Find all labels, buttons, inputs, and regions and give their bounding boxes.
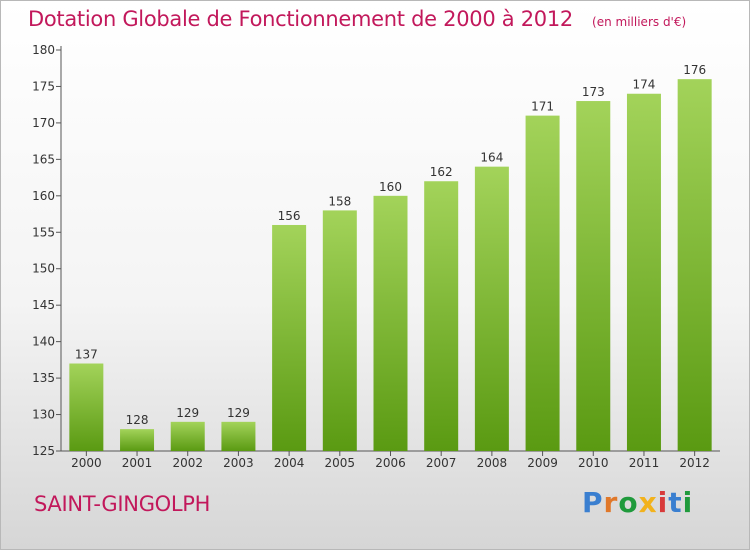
chart-title: Dotation Globale de Fonctionnement de 20… xyxy=(28,7,573,31)
y-tick-label: 165 xyxy=(32,152,55,166)
commune-name: SAINT-GINGOLPH xyxy=(34,492,211,516)
bar-2004 xyxy=(272,224,307,451)
value-label-2012: 176 xyxy=(683,63,706,77)
x-tick-label: 2010 xyxy=(578,456,609,470)
bar-2010 xyxy=(576,101,611,451)
x-tick-label: 2000 xyxy=(71,456,102,470)
value-label-2000: 137 xyxy=(75,348,98,362)
x-tick-label: 2009 xyxy=(527,456,558,470)
bar-2003 xyxy=(221,421,256,451)
x-tick-label: 2012 xyxy=(679,456,710,470)
y-tick-label: 145 xyxy=(32,298,55,312)
x-tick-label: 2001 xyxy=(122,456,153,470)
value-label-2008: 164 xyxy=(480,151,503,165)
y-tick-label: 160 xyxy=(32,189,55,203)
logo-letter: i xyxy=(682,486,694,519)
bar-2011 xyxy=(626,93,661,451)
y-tick-label: 175 xyxy=(32,79,55,93)
x-tick-label: 2006 xyxy=(375,456,406,470)
chart-subtitle: (en milliers d'€) xyxy=(592,15,687,29)
x-tick-label: 2003 xyxy=(223,456,254,470)
bar-2002 xyxy=(170,421,205,451)
logo-letter: i xyxy=(657,486,669,519)
logo-letter: o xyxy=(618,486,639,519)
logo-letter: P xyxy=(582,486,604,519)
x-tick-label: 2011 xyxy=(629,456,660,470)
y-tick-label: 130 xyxy=(32,408,55,422)
y-tick-label: 150 xyxy=(32,262,55,276)
title-row: Dotation Globale de Fonctionnement de 20… xyxy=(28,7,686,31)
value-label-2002: 129 xyxy=(176,406,199,420)
x-tick-label: 2004 xyxy=(274,456,305,470)
proxiti-logo: Proxiti xyxy=(582,486,693,519)
bar-2005 xyxy=(322,210,357,451)
value-label-2006: 160 xyxy=(379,180,402,194)
bar-2012 xyxy=(677,79,712,451)
bar-2009 xyxy=(525,115,560,452)
value-label-2009: 171 xyxy=(531,100,554,114)
x-tick-label: 2007 xyxy=(426,456,457,470)
x-tick-label: 2008 xyxy=(477,456,508,470)
logo-letter: t xyxy=(668,486,683,519)
value-label-2004: 156 xyxy=(278,209,301,223)
x-tick-label: 2002 xyxy=(172,456,203,470)
logo-letter: r xyxy=(603,486,619,519)
bar-2001 xyxy=(120,429,155,451)
logo-letter: x xyxy=(638,486,658,519)
y-tick-label: 170 xyxy=(32,116,55,130)
bar-2006 xyxy=(373,195,408,451)
y-tick-label: 125 xyxy=(32,444,55,458)
x-tick-label: 2005 xyxy=(325,456,356,470)
bar-2000 xyxy=(69,363,104,451)
bar-2008 xyxy=(474,166,509,451)
value-label-2011: 174 xyxy=(633,78,656,92)
value-label-2010: 173 xyxy=(582,85,605,99)
value-label-2005: 158 xyxy=(328,194,351,208)
y-tick-label: 140 xyxy=(32,335,55,349)
y-tick-label: 135 xyxy=(32,371,55,385)
y-tick-label: 155 xyxy=(32,225,55,239)
y-tick-label: 180 xyxy=(32,43,55,57)
value-label-2003: 129 xyxy=(227,406,250,420)
bar-2007 xyxy=(424,181,459,451)
bars xyxy=(69,79,712,452)
value-label-2007: 162 xyxy=(430,165,453,179)
value-label-2001: 128 xyxy=(126,413,149,427)
value-labels: 137 128 129 129 156 158 160 162 164 171 173 174 176 xyxy=(75,63,706,427)
